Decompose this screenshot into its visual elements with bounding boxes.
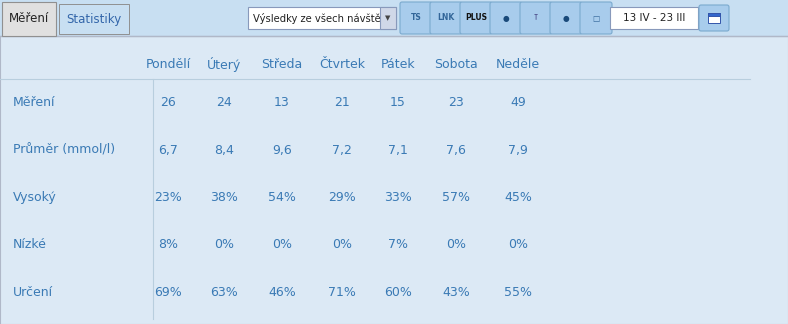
Text: 33%: 33%: [384, 191, 412, 204]
Text: 9,6: 9,6: [272, 144, 292, 156]
Text: 57%: 57%: [442, 191, 470, 204]
Text: 7,9: 7,9: [508, 144, 528, 156]
FancyBboxPatch shape: [460, 2, 492, 34]
Text: Statistiky: Statistiky: [66, 13, 121, 26]
Text: 13: 13: [274, 96, 290, 109]
Text: 21: 21: [334, 96, 350, 109]
FancyBboxPatch shape: [380, 7, 396, 29]
Text: Sobota: Sobota: [434, 57, 478, 71]
Text: 0%: 0%: [214, 238, 234, 251]
Text: 8,4: 8,4: [214, 144, 234, 156]
Text: TS: TS: [411, 14, 422, 22]
Text: Pátek: Pátek: [381, 57, 415, 71]
Text: 26: 26: [160, 96, 176, 109]
Text: Vysoký: Vysoký: [13, 191, 57, 204]
Text: 24: 24: [216, 96, 232, 109]
Text: ▼: ▼: [385, 15, 391, 21]
Text: 23: 23: [448, 96, 464, 109]
FancyBboxPatch shape: [610, 7, 698, 29]
FancyBboxPatch shape: [550, 2, 582, 34]
Text: 7%: 7%: [388, 238, 408, 251]
Text: 6,7: 6,7: [158, 144, 178, 156]
Text: Měření: Měření: [13, 96, 55, 109]
Text: 15: 15: [390, 96, 406, 109]
FancyBboxPatch shape: [400, 2, 432, 34]
Bar: [0, 36, 788, 324]
Text: Úterý: Úterý: [207, 56, 241, 72]
Text: 54%: 54%: [268, 191, 296, 204]
Text: 7,2: 7,2: [332, 144, 352, 156]
Text: 71%: 71%: [328, 286, 356, 299]
FancyBboxPatch shape: [2, 2, 56, 36]
Text: 69%: 69%: [154, 286, 182, 299]
Text: 0%: 0%: [508, 238, 528, 251]
Text: 13 IV - 23 III: 13 IV - 23 III: [623, 13, 686, 23]
Bar: [0, 0, 788, 36]
Text: 60%: 60%: [384, 286, 412, 299]
FancyBboxPatch shape: [490, 2, 522, 34]
Text: 0%: 0%: [272, 238, 292, 251]
Text: ⊺: ⊺: [534, 14, 538, 22]
Text: Čtvrtek: Čtvrtek: [319, 57, 365, 71]
Text: 0%: 0%: [446, 238, 466, 251]
Text: Měření: Měření: [9, 13, 49, 26]
FancyBboxPatch shape: [59, 4, 129, 34]
FancyBboxPatch shape: [248, 7, 396, 29]
FancyBboxPatch shape: [699, 5, 729, 31]
Text: Průměr (mmol/l): Průměr (mmol/l): [13, 144, 115, 156]
Text: □: □: [593, 14, 600, 22]
Text: Výsledky ze všech návštěv: Výsledky ze všech návštěv: [253, 13, 387, 24]
Text: 49: 49: [510, 96, 526, 109]
Text: LNK: LNK: [437, 14, 455, 22]
Bar: [708, 13, 720, 16]
Text: 38%: 38%: [210, 191, 238, 204]
Text: 0%: 0%: [332, 238, 352, 251]
FancyBboxPatch shape: [580, 2, 612, 34]
Bar: [708, 13, 720, 23]
Text: 63%: 63%: [210, 286, 238, 299]
Text: ●: ●: [503, 14, 509, 22]
Text: 29%: 29%: [328, 191, 356, 204]
Text: Středa: Středa: [262, 57, 303, 71]
Text: 7,1: 7,1: [388, 144, 408, 156]
Text: ●: ●: [563, 14, 569, 22]
Text: 7,6: 7,6: [446, 144, 466, 156]
Text: 23%: 23%: [154, 191, 182, 204]
Text: 43%: 43%: [442, 286, 470, 299]
Text: Pondělí: Pondělí: [145, 57, 191, 71]
Text: PLUS: PLUS: [465, 14, 487, 22]
Text: Určení: Určení: [13, 286, 53, 299]
Text: 46%: 46%: [268, 286, 296, 299]
Text: 55%: 55%: [504, 286, 532, 299]
Text: 45%: 45%: [504, 191, 532, 204]
FancyBboxPatch shape: [520, 2, 552, 34]
Text: Nízké: Nízké: [13, 238, 46, 251]
FancyBboxPatch shape: [430, 2, 462, 34]
Text: 8%: 8%: [158, 238, 178, 251]
Text: Neděle: Neděle: [496, 57, 540, 71]
